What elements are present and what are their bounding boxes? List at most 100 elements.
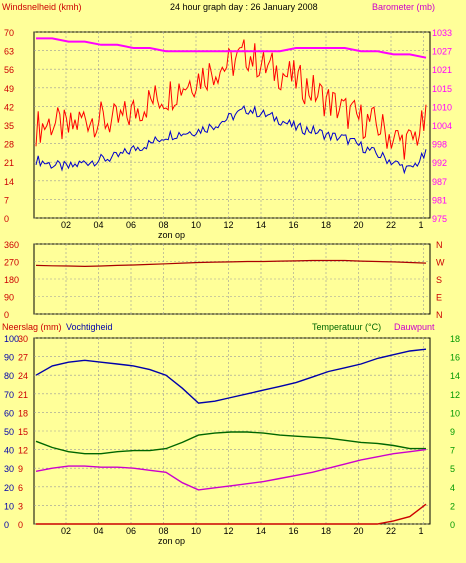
humidity-tick-label: 20 xyxy=(4,483,14,493)
rain-tick-label: 12 xyxy=(18,446,28,456)
compass-label: N xyxy=(436,240,443,250)
humidity-tick-label: 0 xyxy=(4,520,9,530)
humidity-tick-label: 80 xyxy=(4,371,14,381)
compass-label: W xyxy=(436,258,445,268)
pressure-tick-label: 1015 xyxy=(432,84,452,94)
humidity-tick-label: 60 xyxy=(4,408,14,418)
rain-tick-label: 18 xyxy=(18,408,28,418)
rain-tick-label: 9 xyxy=(18,464,23,474)
x-tick-label: 06 xyxy=(126,526,136,536)
temperature-tick-label: 4 xyxy=(450,483,455,493)
compass-label: E xyxy=(436,293,442,303)
x-tick-label: 10 xyxy=(191,220,201,230)
temperature-tick-label: 9 xyxy=(450,427,455,437)
pressure-tick-label: 1021 xyxy=(432,65,452,75)
wind-tick-label: 0 xyxy=(4,214,9,224)
x-tick-label: 08 xyxy=(159,220,169,230)
wind-tick-label: 63 xyxy=(4,47,14,57)
temperature-tick-label: 7 xyxy=(450,446,455,456)
x-tick-label: 1 xyxy=(419,220,424,230)
x-tick-label: 18 xyxy=(321,220,331,230)
x-tick-label: 04 xyxy=(94,220,104,230)
humidity-tick-label: 100 xyxy=(4,334,19,344)
x-tick-label: 02 xyxy=(61,526,71,536)
x-tick-label: 18 xyxy=(321,526,331,536)
wind-tick-label: 21 xyxy=(4,158,14,168)
direction-tick-label: 360 xyxy=(4,240,19,250)
x-tick-label: 14 xyxy=(256,526,266,536)
pressure-tick-label: 1033 xyxy=(432,28,452,38)
dewpoint-axis-title: Dauwpunt xyxy=(394,322,435,332)
x-tick-label: 1 xyxy=(419,526,424,536)
rain-tick-label: 24 xyxy=(18,371,28,381)
x-tick-label: 02 xyxy=(61,220,71,230)
compass-label: N xyxy=(436,310,443,320)
temperature-tick-label: 10 xyxy=(450,408,460,418)
x-tick-label: 06 xyxy=(126,220,136,230)
x-tick-label: 20 xyxy=(354,220,364,230)
x-tick-label: 12 xyxy=(224,526,234,536)
pressure-tick-label: 1010 xyxy=(432,102,452,112)
temperature-tick-label: 5 xyxy=(450,464,455,474)
x-tick-label: 22 xyxy=(386,220,396,230)
wind-tick-label: 28 xyxy=(4,140,14,150)
x-tick-label: 16 xyxy=(289,220,299,230)
wind-direction-line xyxy=(35,259,427,268)
rain-tick-label: 3 xyxy=(18,501,23,511)
rain-tick-label: 6 xyxy=(18,483,23,493)
direction-tick-label: 0 xyxy=(4,310,9,320)
temperature-tick-label: 2 xyxy=(450,501,455,511)
rain-tick-label: 30 xyxy=(18,334,28,344)
wind-tick-label: 49 xyxy=(4,84,14,94)
wind-tick-label: 56 xyxy=(4,65,14,75)
direction-tick-label: 90 xyxy=(4,293,14,303)
sunrise-label: zon op xyxy=(158,536,185,546)
humidity-tick-label: 90 xyxy=(4,353,14,363)
temperature-line xyxy=(35,431,426,455)
x-tick-label: 20 xyxy=(354,526,364,536)
temperature-tick-label: 16 xyxy=(450,353,460,363)
humidity-line xyxy=(35,348,427,404)
rain-tick-label: 0 xyxy=(18,520,23,530)
temperature-tick-label: 12 xyxy=(450,390,460,400)
x-tick-label: 14 xyxy=(256,220,266,230)
pressure-tick-label: 992 xyxy=(432,158,447,168)
humidity-tick-label: 30 xyxy=(4,464,14,474)
x-tick-label: 22 xyxy=(386,526,396,536)
direction-tick-label: 180 xyxy=(4,275,19,285)
pressure-tick-label: 1004 xyxy=(432,121,452,131)
sunrise-label: zon op xyxy=(158,230,185,240)
rain-axis-title: Neerslag (mm) xyxy=(2,322,62,332)
humidity-tick-label: 50 xyxy=(4,427,14,437)
x-tick-label: 08 xyxy=(159,526,169,536)
pressure-tick-label: 1027 xyxy=(432,47,452,57)
temperature-tick-label: 14 xyxy=(450,371,460,381)
wind-tick-label: 35 xyxy=(4,121,14,131)
wind-tick-label: 70 xyxy=(4,28,14,38)
humidity-axis-title: Vochtigheid xyxy=(66,322,113,332)
rain-tick-label: 21 xyxy=(18,390,28,400)
temperature-tick-label: 18 xyxy=(450,334,460,344)
temperature-axis-title: Temperatuur (°C) xyxy=(312,322,381,332)
pressure-tick-label: 981 xyxy=(432,195,447,205)
wind-tick-label: 7 xyxy=(4,195,9,205)
humidity-tick-label: 70 xyxy=(4,390,14,400)
wind-tick-label: 14 xyxy=(4,177,14,187)
x-tick-label: 16 xyxy=(289,526,299,536)
x-tick-label: 04 xyxy=(94,526,104,536)
dewpoint-line xyxy=(35,448,427,491)
chart-title: 24 hour graph day : 26 January 2008 xyxy=(170,2,318,12)
direction-tick-label: 270 xyxy=(4,258,19,268)
compass-label: S xyxy=(436,275,442,285)
x-tick-label: 12 xyxy=(224,220,234,230)
pressure-tick-label: 998 xyxy=(432,140,447,150)
x-tick-label: 10 xyxy=(191,526,201,536)
wind-axis-title: Windsnelheid (kmh) xyxy=(2,2,82,12)
humidity-tick-label: 40 xyxy=(4,446,14,456)
humidity-tick-label: 10 xyxy=(4,501,14,511)
wind-speed-line xyxy=(35,105,427,175)
rain-line xyxy=(36,503,427,525)
pressure-tick-label: 975 xyxy=(432,214,447,224)
rain-tick-label: 15 xyxy=(18,427,28,437)
